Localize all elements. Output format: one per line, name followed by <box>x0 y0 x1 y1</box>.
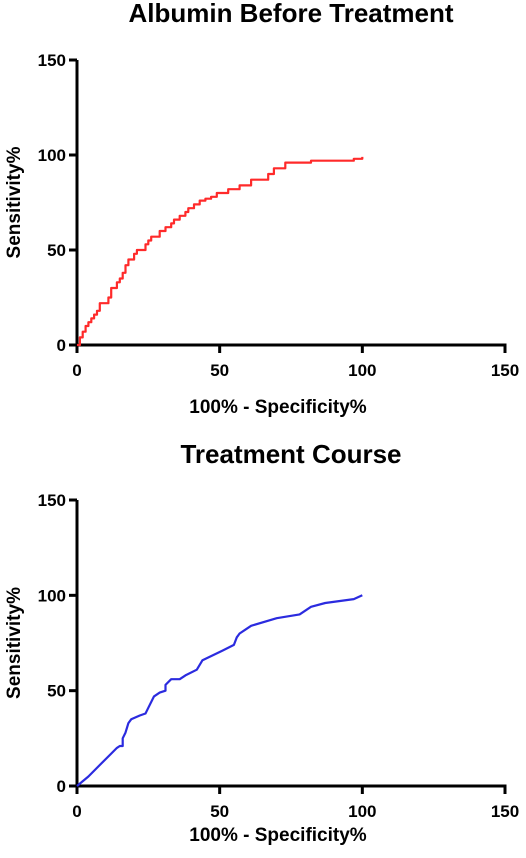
chart-1-x-tick-label-0: 0 <box>72 361 81 380</box>
chart-1-y-axis-label: Sensitivity% <box>4 146 25 258</box>
chart-1-x-axis-label: 100% - Specificity% <box>189 397 367 418</box>
chart-1-y-tick-label-50: 50 <box>47 241 66 260</box>
chart-1-x-tick-label-50: 50 <box>210 361 229 380</box>
chart-2-x-tick-label-150: 150 <box>491 802 519 821</box>
chart-2-x-tick-label-0: 0 <box>72 802 81 821</box>
chart-2-y-tick-label-100: 100 <box>38 586 66 605</box>
chart-1-x-tick-label-150: 150 <box>491 361 519 380</box>
chart-2-y-axis-label: Sensitivity% <box>4 587 25 699</box>
chart-1-roc-curve <box>77 156 364 347</box>
chart-1-title: Albumin Before Treatment <box>128 0 453 28</box>
chart-2-panel: Treatment Course 0 50 100 150 0 50 100 150 100% -… <box>4 439 519 846</box>
chart-1-y-tick-label-0: 0 <box>57 336 66 355</box>
chart-1-y-tick-label-150: 150 <box>38 51 66 70</box>
chart-1-x-tick-label-100: 100 <box>348 361 376 380</box>
chart-2-roc-curve <box>76 594 363 787</box>
chart-2-x-tick-label-100: 100 <box>348 802 376 821</box>
chart-2-y-tick-label-150: 150 <box>38 491 66 510</box>
chart-1-y-tick-label-100: 100 <box>38 146 66 165</box>
chart-1-panel: Albumin Before Treatment 0 50 100 150 0 50 100 1… <box>4 0 519 418</box>
chart-2-title: Treatment Course <box>180 439 401 469</box>
chart-2-x-tick-label-50: 50 <box>210 802 229 821</box>
chart-2-y-tick-label-50: 50 <box>47 682 66 701</box>
chart-2-x-axis-label: 100% - Specificity% <box>189 825 367 846</box>
chart-2-y-tick-label-0: 0 <box>57 777 66 796</box>
